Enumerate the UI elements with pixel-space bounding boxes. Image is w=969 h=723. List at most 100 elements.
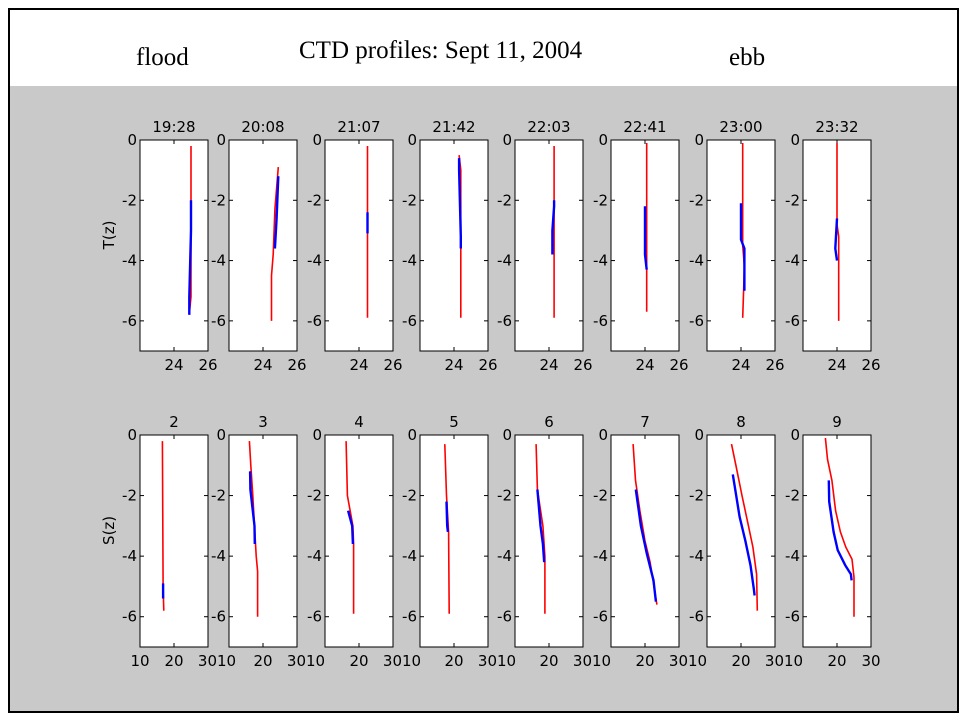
y-tick-label: 0 — [127, 131, 137, 149]
y-tick-label: 0 — [694, 131, 704, 149]
axes-box — [514, 139, 584, 352]
panel-title: 8 — [736, 413, 746, 431]
axes-box — [228, 139, 298, 352]
y-tick-label: -6 — [211, 312, 226, 330]
x-tick-label: 3010 — [383, 652, 421, 670]
y-tick-label: -6 — [497, 608, 512, 626]
y-tick-label: 0 — [502, 426, 512, 444]
x-tick-label: 24 — [539, 356, 558, 374]
y-tick-label: -6 — [122, 608, 137, 626]
figure-frame: flood CTD profiles: Sept 11, 2004 ebb T(… — [8, 8, 959, 713]
y-tick-label: -4 — [689, 547, 704, 565]
series-blue-line — [634, 489, 658, 602]
y-tick-label: 0 — [312, 131, 322, 149]
panel-title: 21:42 — [432, 118, 475, 136]
x-tick-label: 26 — [383, 356, 402, 374]
panel-title: 19:28 — [152, 118, 195, 136]
axes-box — [324, 139, 394, 352]
ebb-label: ebb — [729, 44, 766, 71]
y-tick-label: 0 — [790, 131, 800, 149]
y-tick-label: -6 — [497, 312, 512, 330]
x-tick-label: 3010 — [198, 652, 236, 670]
x-tick-label: 24 — [444, 356, 463, 374]
series-blue-line — [445, 501, 450, 533]
y-tick-label: -4 — [211, 252, 226, 270]
series-blue-line — [188, 200, 193, 315]
figure-title: CTD profiles: Sept 11, 2004 — [299, 37, 583, 64]
panel-title: 2 — [169, 413, 179, 431]
axes-box — [706, 434, 776, 648]
y-tick-label: 0 — [216, 426, 226, 444]
y-tick-label: -2 — [307, 487, 322, 505]
y-tick-label: -4 — [211, 547, 226, 565]
y-tick-label: -2 — [593, 191, 608, 209]
axes-box — [802, 434, 872, 648]
y-tick-label: 0 — [598, 131, 608, 149]
axes-box — [139, 139, 209, 352]
panel-title: 21:07 — [337, 118, 380, 136]
series-red-line — [836, 143, 840, 321]
axes-box — [706, 139, 776, 352]
t-row-ylabel: T(z) — [100, 221, 118, 251]
x-tick-label: 3010 — [478, 652, 516, 670]
y-tick-label: -6 — [593, 312, 608, 330]
panel-title: 7 — [640, 413, 650, 431]
x-tick-label: 20 — [164, 652, 183, 670]
y-tick-label: -4 — [122, 547, 137, 565]
x-tick-label: 24 — [253, 356, 272, 374]
y-tick-label: -4 — [497, 547, 512, 565]
y-tick-label: -6 — [307, 608, 322, 626]
y-tick-label: -4 — [497, 252, 512, 270]
s-row-ylabel: S(z) — [100, 516, 118, 545]
y-tick-label: -2 — [593, 487, 608, 505]
series-blue-line — [457, 158, 462, 249]
series-blue-line — [273, 176, 280, 249]
y-tick-label: 0 — [216, 131, 226, 149]
y-tick-label: -4 — [402, 252, 417, 270]
axes-box — [324, 434, 394, 648]
y-tick-label: -4 — [402, 547, 417, 565]
x-tick-label: 20 — [731, 652, 750, 670]
y-tick-label: -2 — [402, 191, 417, 209]
y-tick-label: -4 — [689, 252, 704, 270]
x-tick-label: 3010 — [287, 652, 325, 670]
series-red-line — [730, 443, 759, 611]
x-tick-label: 26 — [765, 356, 784, 374]
x-tick-label: 20 — [253, 652, 272, 670]
x-tick-label: 20 — [827, 652, 846, 670]
panel-title: 22:41 — [623, 118, 666, 136]
axes-box — [139, 434, 209, 648]
series-blue-line — [536, 489, 546, 563]
y-tick-label: -2 — [211, 487, 226, 505]
y-tick-label: 0 — [407, 131, 417, 149]
y-tick-label: 0 — [790, 426, 800, 444]
panel-title: 23:32 — [815, 118, 858, 136]
panel-title: 3 — [258, 413, 268, 431]
y-tick-label: -6 — [402, 608, 417, 626]
panel-title: 6 — [544, 413, 554, 431]
y-tick-label: 0 — [312, 426, 322, 444]
y-tick-label: -2 — [785, 191, 800, 209]
x-tick-label: 24 — [349, 356, 368, 374]
y-tick-label: -6 — [122, 312, 137, 330]
series-red-line — [535, 444, 546, 614]
axes-box — [228, 434, 298, 648]
y-tick-label: -4 — [122, 252, 137, 270]
series-blue-line — [834, 218, 839, 261]
y-tick-label: -4 — [307, 252, 322, 270]
x-tick-label: 24 — [635, 356, 654, 374]
y-tick-label: -2 — [402, 487, 417, 505]
y-tick-label: -6 — [307, 312, 322, 330]
panel-title: 9 — [832, 413, 842, 431]
x-tick-label: 26 — [287, 356, 306, 374]
y-tick-label: -6 — [785, 312, 800, 330]
x-tick-label: 30 — [861, 652, 880, 670]
x-tick-label: 20 — [539, 652, 558, 670]
series-blue-line — [346, 510, 355, 545]
y-tick-label: -2 — [497, 487, 512, 505]
x-tick-label: 3010 — [573, 652, 611, 670]
x-tick-label: 26 — [478, 356, 497, 374]
panel-title: 22:03 — [527, 118, 570, 136]
series-blue-line — [551, 200, 556, 255]
y-tick-label: -6 — [593, 608, 608, 626]
